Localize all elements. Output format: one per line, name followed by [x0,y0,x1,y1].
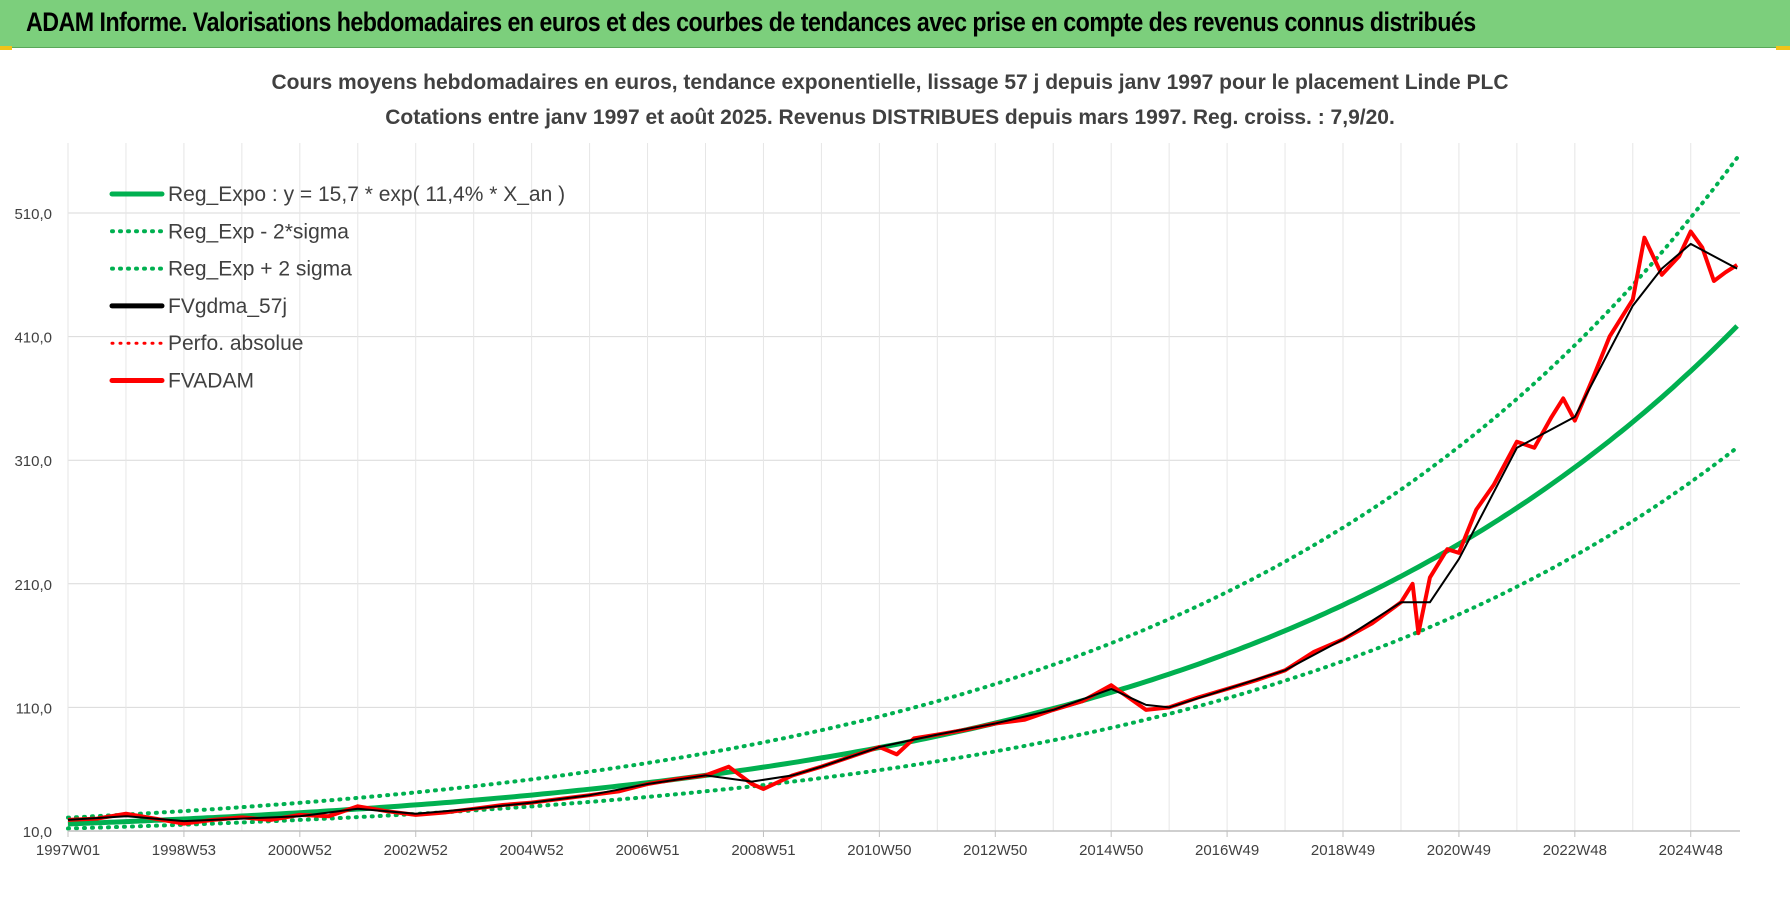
x-tick-label: 2016W49 [1195,842,1259,859]
legend-label: Reg_Exp + 2 sigma [168,258,352,281]
legend-label: Reg_Exp - 2*sigma [168,220,349,243]
fvgdma-57j-line [67,242,1738,823]
legend-label: Reg_Expo : y = 15,7 * exp( 11,4% * X_an … [168,183,565,206]
x-tick-label: 2010W50 [847,842,911,859]
chart-area: Cours moyens hebdomadaires en euros, ten… [0,48,1790,912]
y-tick-label: 110,0 [16,700,52,717]
chart-title-line1: Cours moyens hebdomadaires en euros, ten… [271,71,1508,94]
y-tick-label: 410,0 [14,330,52,347]
y-tick-label: 510,0 [14,206,52,223]
series-group [66,155,1740,831]
x-tick-label: 2008W51 [731,842,795,859]
x-tick-label: 2000W52 [268,842,332,859]
chart-svg: Cours moyens hebdomadaires en euros, ten… [14,71,1740,859]
header-banner: ADAM Informe. Valorisations hebdomadaire… [0,0,1790,48]
x-tick-label: 1998W53 [152,842,216,859]
legend-label: Perfo. absolue [168,332,303,355]
reg-exp-plus-2sigma-line [66,155,1740,820]
x-tick-label: 1997W01 [36,842,100,859]
axes: 10,0 110,0 210,0 310,0 410,0 510,0 1997W01 1998… [14,206,1740,859]
x-tick-label: 2006W51 [615,842,679,859]
x-tick-label: 2024W48 [1659,842,1723,859]
banner-title: ADAM Informe. Valorisations hebdomadaire… [26,7,1476,37]
x-tick-label: 2020W49 [1427,842,1491,859]
reg-exp-minus-2sigma-line [66,445,1740,831]
x-tick-label: 2012W50 [963,842,1027,859]
y-tick-label: 310,0 [14,453,52,470]
corner-marker-left [0,46,12,50]
y-tick-label: 10,0 [23,824,52,841]
x-tick-label: 2018W49 [1311,842,1375,859]
x-tick-label: 2022W48 [1543,842,1607,859]
grid [67,143,1740,832]
chart-title-line2: Cotations entre janv 1997 et août 2025. … [385,106,1395,129]
legend-label: FVgdma_57j [168,295,287,318]
x-tick-label: 2014W50 [1079,842,1143,859]
corner-marker-right [1776,46,1790,50]
x-tick-label: 2004W52 [500,842,564,859]
y-tick-label: 210,0 [14,577,52,594]
legend-label: FVADAM [168,370,254,393]
x-tick-label: 2002W52 [384,842,448,859]
legend: Reg_Expo : y = 15,7 * exp( 11,4% * X_an … [109,183,565,393]
